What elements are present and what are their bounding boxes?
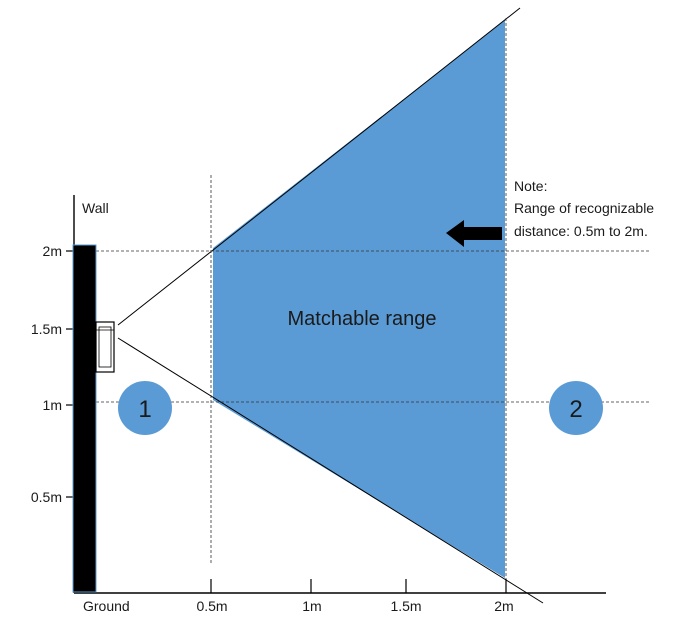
- x-tick-label-2m: 2m: [494, 598, 513, 614]
- x-tick-label-0.5m: 0.5m: [196, 598, 227, 614]
- note-title: Note:: [514, 178, 547, 194]
- marker-2-label: 2: [569, 396, 582, 423]
- y-tick-label-0.5m: 0.5m: [31, 489, 62, 505]
- wall: [72, 244, 97, 593]
- fov-lower-line: [117, 337, 544, 604]
- marker-2: 2: [549, 381, 603, 435]
- x-tick-label-1m: 1m: [302, 598, 321, 614]
- matchable-range-label: Matchable range: [288, 308, 437, 330]
- fov-upper-line: [117, 7, 521, 326]
- y-tick-label-1m: 1m: [43, 397, 62, 413]
- matchable-range-region: [213, 20, 505, 578]
- marker-1-label: 1: [138, 396, 151, 423]
- left-arrow-icon: [446, 220, 502, 247]
- ground-label: Ground: [83, 598, 130, 614]
- marker-1: 1: [118, 381, 172, 435]
- y-tick-label-2m: 2m: [43, 243, 62, 259]
- face-recognition-device-icon: [95, 321, 115, 373]
- note-line-2: Range of recognizable: [514, 200, 654, 216]
- note-line-3: distance: 0.5m to 2m.: [514, 223, 648, 239]
- x-tick-label-1.5m: 1.5m: [390, 598, 421, 614]
- wall-label: Wall: [82, 200, 109, 216]
- y-tick-label-1.5m: 1.5m: [31, 321, 62, 337]
